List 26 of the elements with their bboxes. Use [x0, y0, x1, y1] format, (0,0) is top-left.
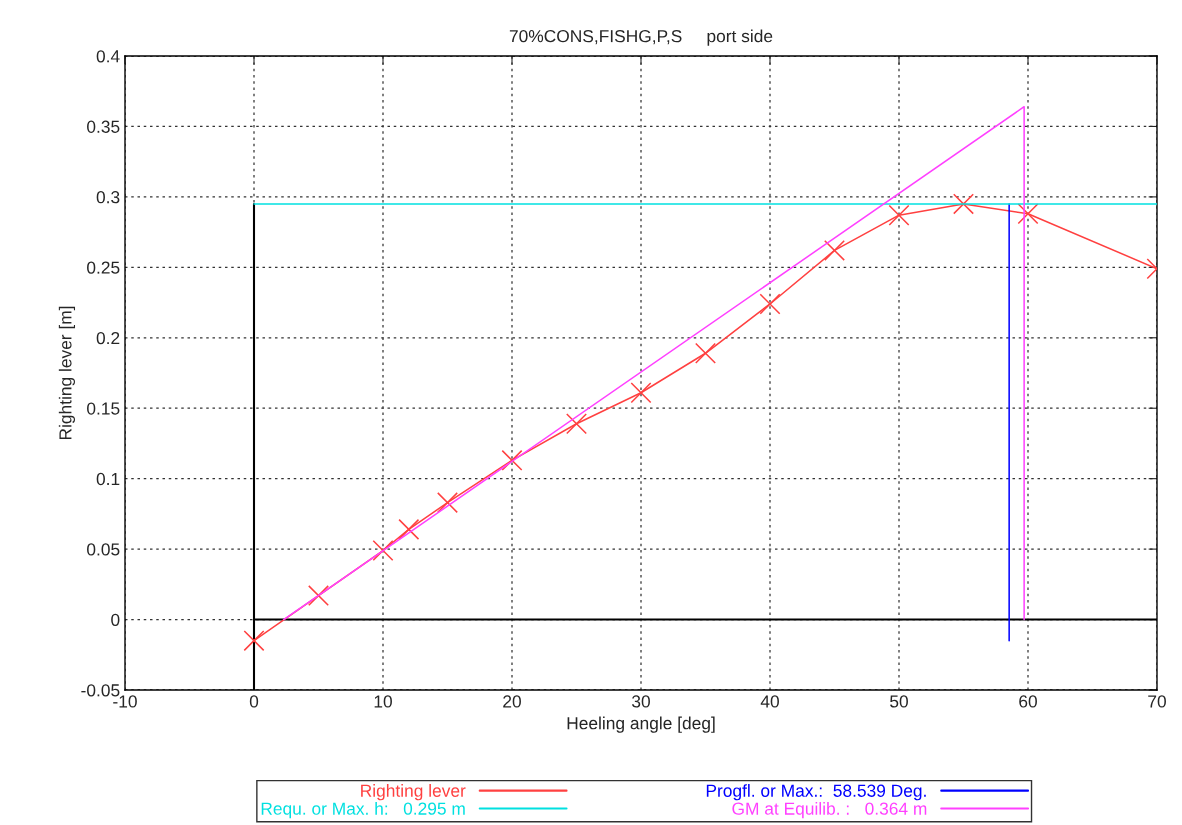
y-tick-label: 0.25	[87, 261, 120, 274]
x-axis-title: Heeling angle [deg]	[567, 716, 715, 733]
x-tick-label: 30	[632, 695, 650, 708]
y-tick-label: 0.3	[96, 191, 120, 204]
y-tick-label: 0.05	[87, 543, 120, 556]
text: GM at Equilib. : 0.364 m	[732, 802, 927, 819]
chart-title: 70%CONS,FISHG,P,S port side	[509, 29, 773, 46]
y-tick-label: 0.35	[87, 120, 120, 133]
y-tick-label: 0.4	[96, 50, 120, 63]
text: Righting lever	[361, 784, 466, 801]
x-tick-label: -10	[113, 695, 137, 708]
x-tick-label: 20	[503, 695, 521, 708]
x-tick-label: 40	[760, 695, 779, 708]
x-tick-label: 60	[1019, 695, 1037, 708]
x-tick-label: 50	[890, 695, 908, 708]
text: Requ. or Max. h: 0.295 m	[261, 802, 465, 819]
y-tick-label: 0.15	[87, 402, 120, 415]
x-tick-label: 0	[249, 695, 259, 708]
y-tick-label: 0.2	[96, 331, 120, 345]
y-axis-title: Righting lever [m]	[58, 306, 76, 440]
y-tick-label: 0.1	[96, 472, 120, 486]
text: Progfl. or Max.: 58.539 Deg.	[706, 784, 926, 801]
y-tick-label: -0.05	[81, 684, 120, 697]
y-tick-label: 0	[111, 613, 120, 627]
x-tick-label: 10	[374, 695, 392, 708]
x-tick-label: 70	[1148, 695, 1166, 708]
